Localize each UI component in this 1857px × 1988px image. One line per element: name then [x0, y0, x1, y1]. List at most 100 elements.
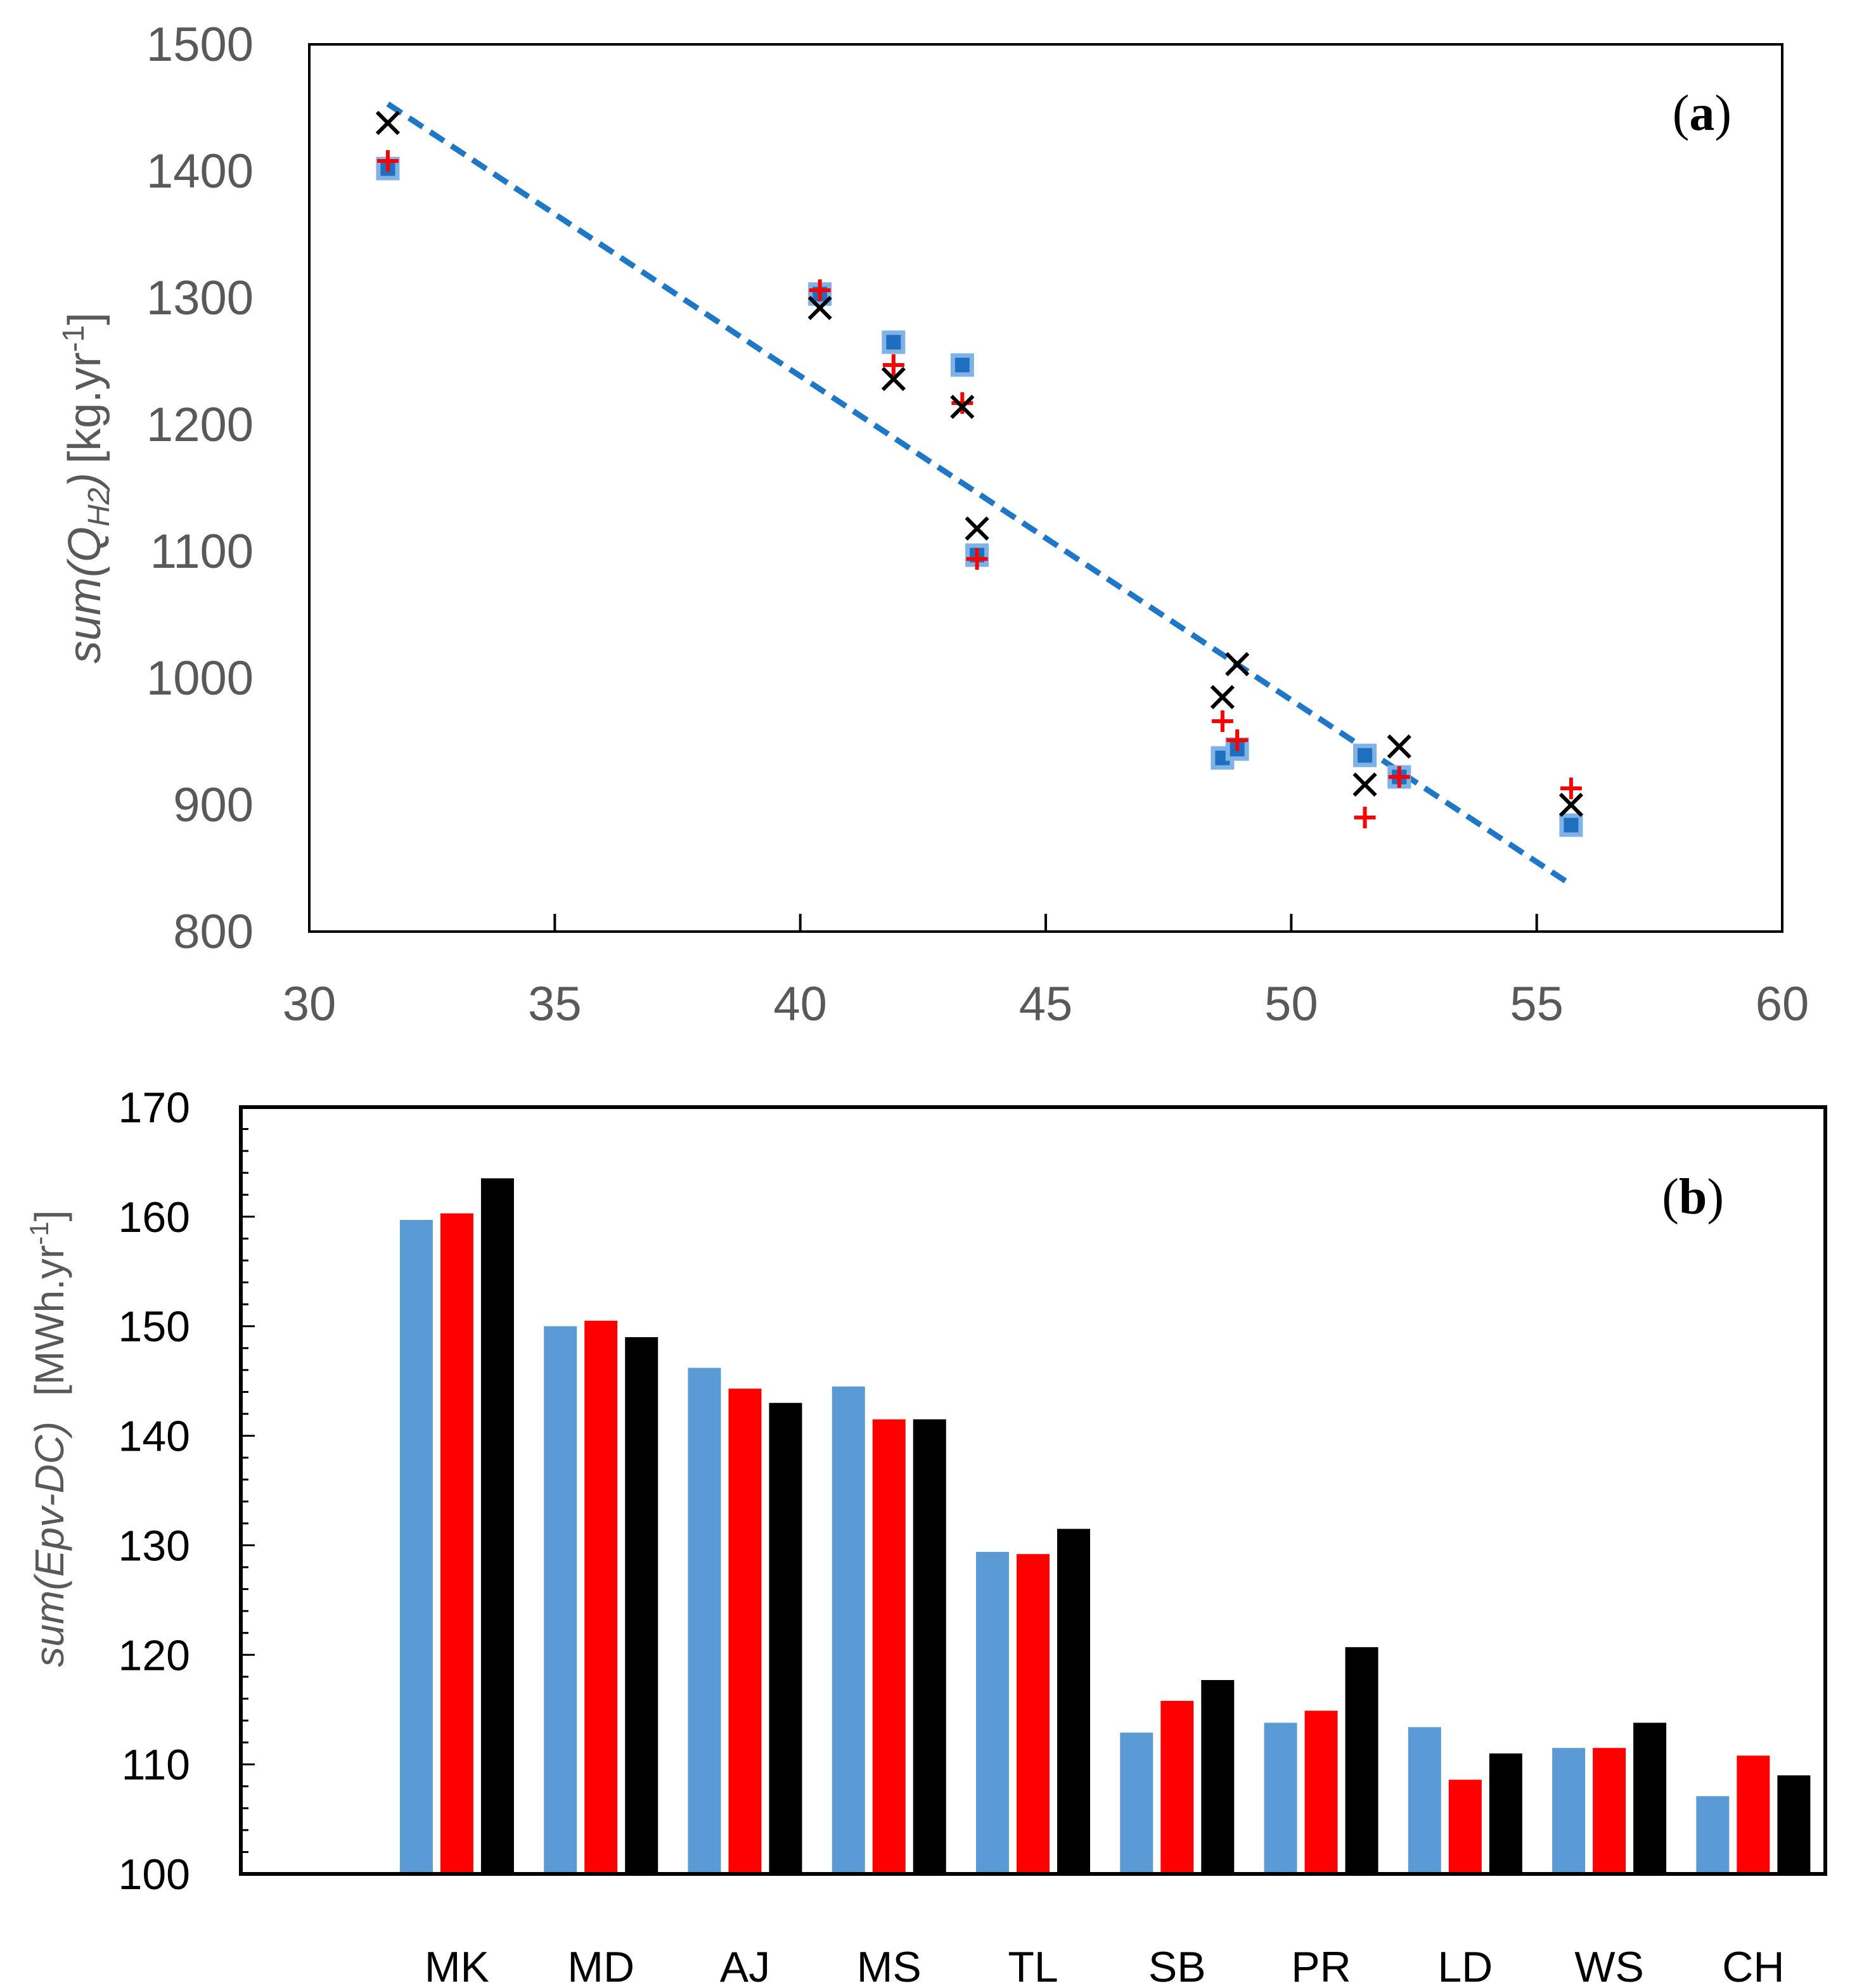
plus-marker	[1226, 729, 1249, 751]
x-marker	[881, 366, 906, 392]
bar	[1777, 1775, 1811, 1874]
category-label: MK	[425, 1943, 489, 1988]
x-category-labels-b: MK MD AJ MS TL SB PR LD WS CH	[425, 1943, 1785, 1988]
axis-ticks-a	[308, 914, 1783, 932]
x-stroke-2	[950, 394, 975, 420]
x-tick-label: 45	[1019, 977, 1073, 1031]
bar	[1345, 1647, 1378, 1874]
plus-marker	[376, 150, 399, 172]
panel-label-a: (a)	[1673, 86, 1732, 141]
bar	[1593, 1748, 1626, 1874]
bar	[1120, 1733, 1153, 1874]
bar	[399, 1220, 433, 1874]
bar	[544, 1326, 577, 1874]
square-marker	[882, 330, 906, 354]
y-tick-label: 150	[119, 1303, 190, 1351]
x-marker	[1210, 684, 1235, 710]
y-label-sub: H2	[82, 488, 116, 527]
plot-frame-a	[308, 43, 1783, 933]
bar	[872, 1419, 906, 1874]
y-label-units-close: ]	[60, 312, 110, 325]
x-tick-label: 40	[773, 977, 827, 1031]
y-tick-label: 800	[173, 905, 254, 959]
axis-ticks-b	[241, 1106, 255, 1875]
bar	[1696, 1796, 1730, 1874]
y-tick-label: 900	[173, 778, 254, 832]
bar	[1552, 1748, 1586, 1874]
y-tick-label: 1300	[146, 271, 254, 325]
x-stroke-2	[1558, 792, 1584, 818]
y-label-b-units-close: ]	[27, 1210, 72, 1222]
y-label-b-units: [MWh.yr	[27, 1245, 72, 1396]
bar	[1057, 1529, 1090, 1874]
plus-marker	[1211, 710, 1233, 732]
y-tick-label: 1000	[146, 651, 254, 705]
x-stroke-2	[881, 366, 906, 392]
x-marker	[965, 516, 989, 541]
bar	[1304, 1710, 1338, 1874]
bar	[728, 1388, 762, 1874]
plus-marker	[966, 548, 988, 570]
x-marker	[375, 110, 401, 136]
bar	[1264, 1722, 1297, 1874]
y-tick-label: 130	[119, 1522, 190, 1570]
x-tick-labels-a: 30 35 40 45 50 55 60	[283, 977, 1809, 1031]
x-marker	[807, 295, 832, 321]
data-points-a	[375, 110, 1584, 837]
y-tick-label: 170	[119, 1084, 190, 1132]
x-tick-label: 60	[1756, 977, 1809, 1031]
x-tick-label: 35	[528, 977, 582, 1031]
bar	[440, 1213, 473, 1874]
category-label: MD	[567, 1943, 634, 1988]
bar	[1160, 1700, 1194, 1874]
y-label-b-units-sup: -1	[24, 1221, 54, 1245]
bar	[913, 1419, 946, 1874]
x-tick-label: 50	[1264, 977, 1318, 1031]
x-stroke-2	[1353, 772, 1377, 797]
square-marker	[1353, 743, 1377, 767]
y-tick-label: 1400	[146, 144, 254, 198]
y-tick-label: 140	[119, 1413, 190, 1461]
x-marker	[1387, 734, 1411, 759]
bar	[688, 1368, 721, 1874]
category-label: SB	[1148, 1943, 1206, 1988]
y-tick-label: 110	[122, 1741, 190, 1789]
square-marker	[1559, 813, 1583, 837]
category-label: LD	[1437, 1943, 1493, 1988]
bar	[1448, 1780, 1482, 1874]
bar	[1737, 1755, 1770, 1874]
y-tick-label: 120	[119, 1631, 190, 1679]
plus-marker	[951, 392, 973, 414]
bar	[1017, 1554, 1050, 1874]
x-marker	[1353, 772, 1377, 797]
y-tick-labels-b: 100 110 120 130 140 150 160 170	[119, 1084, 190, 1899]
y-axis-label-b: sum(Epv-DC) [MWh.yr-1]	[24, 1210, 72, 1667]
y-label-units-sup: -1	[57, 325, 91, 352]
bar	[1408, 1727, 1441, 1874]
y-axis-label-a: sum(QH2)[kg.yr-1]	[57, 312, 116, 664]
x-stroke-2	[1224, 651, 1250, 677]
bar	[769, 1402, 802, 1874]
x-stroke-2	[1387, 734, 1411, 759]
bar	[1633, 1722, 1667, 1874]
panel-letter-a: a	[1689, 86, 1714, 141]
category-label: WS	[1574, 1943, 1644, 1988]
x-stroke-2	[807, 295, 832, 321]
x-tick-label: 55	[1510, 977, 1564, 1031]
y-tick-label: 100	[119, 1850, 190, 1899]
panel-letter-b: b	[1679, 1169, 1707, 1225]
x-marker	[1224, 651, 1250, 677]
y-tick-label: 1200	[146, 398, 254, 452]
bar	[1201, 1680, 1235, 1874]
category-label: CH	[1722, 1943, 1784, 1988]
plus-marker	[1560, 778, 1582, 799]
y-label-units: [kg.yr	[60, 352, 110, 464]
bar	[1489, 1753, 1522, 1874]
bar	[625, 1337, 659, 1874]
y-tick-labels-a: 800 900 1000 1100 1200 1300 1400 1500	[146, 18, 254, 959]
bar-chart-panel-b: 100 110 120 130 140 150 160 170 MK MD AJ MS TL SB PR L…	[24, 1084, 1827, 1988]
y-tick-label: 160	[119, 1193, 190, 1241]
category-label: TL	[1008, 1943, 1058, 1988]
x-stroke-2	[965, 516, 989, 541]
